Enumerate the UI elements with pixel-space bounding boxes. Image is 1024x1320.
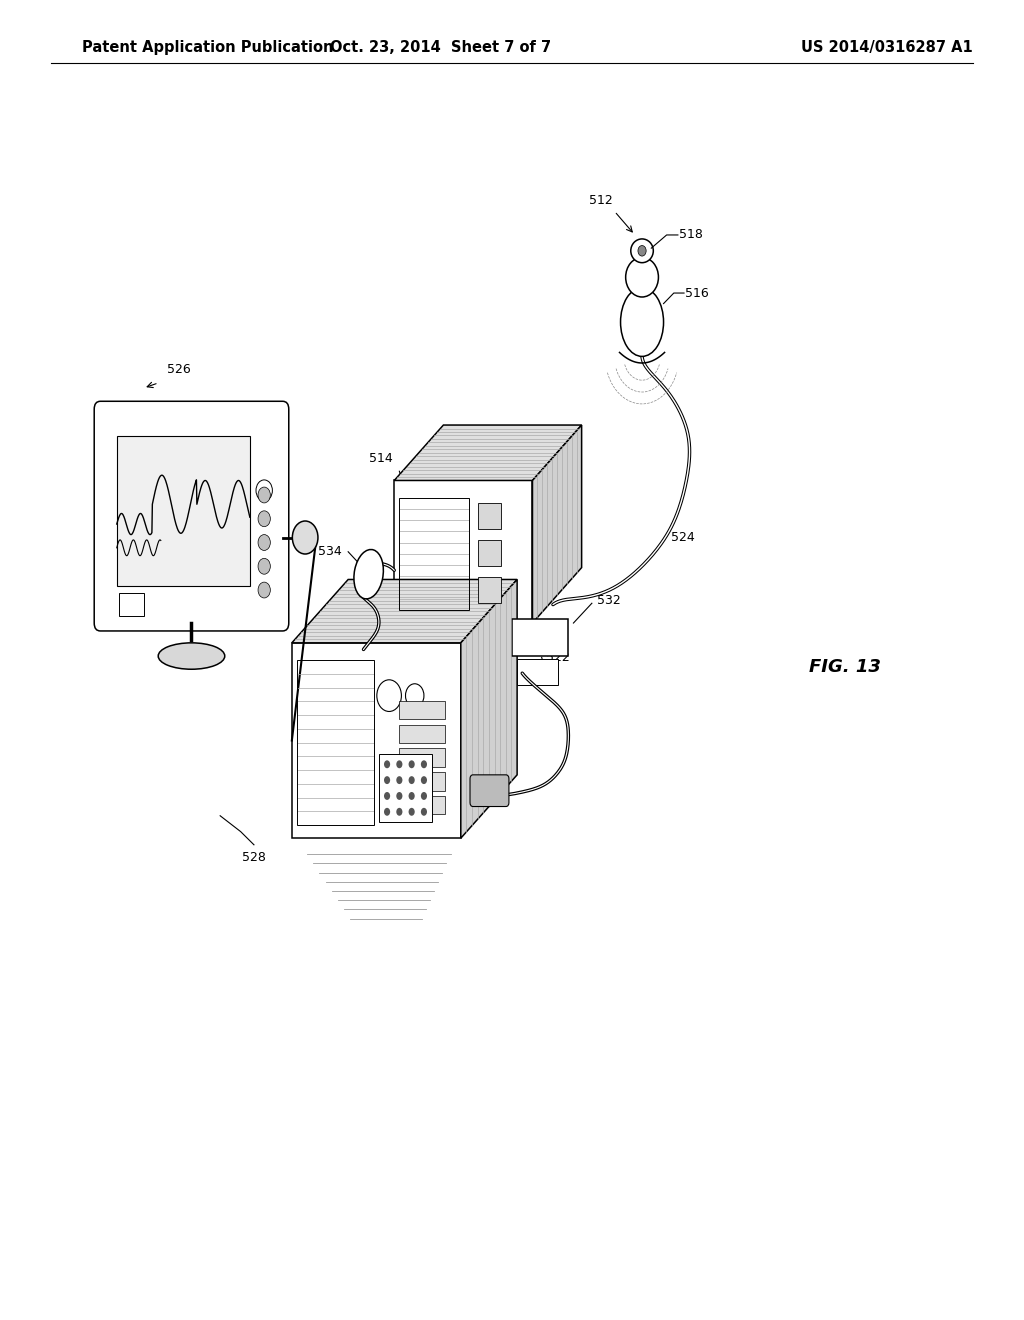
Bar <box>399 772 445 791</box>
Ellipse shape <box>626 257 658 297</box>
Circle shape <box>384 760 390 768</box>
Circle shape <box>258 487 270 503</box>
Circle shape <box>384 776 390 784</box>
Text: 520: 520 <box>543 630 566 643</box>
Ellipse shape <box>631 239 653 263</box>
Ellipse shape <box>158 643 225 669</box>
Text: 528: 528 <box>242 851 266 865</box>
Text: Oct. 23, 2014  Sheet 7 of 7: Oct. 23, 2014 Sheet 7 of 7 <box>330 40 551 55</box>
Polygon shape <box>512 619 568 656</box>
Circle shape <box>409 792 415 800</box>
Circle shape <box>377 680 401 711</box>
Circle shape <box>384 792 390 800</box>
Polygon shape <box>532 425 582 623</box>
Text: 522: 522 <box>546 651 569 664</box>
Text: 514: 514 <box>370 451 393 465</box>
Ellipse shape <box>293 521 318 554</box>
FancyBboxPatch shape <box>94 401 289 631</box>
Bar <box>478 577 501 603</box>
Text: 524: 524 <box>671 531 694 544</box>
Ellipse shape <box>354 549 383 599</box>
Bar <box>399 796 445 814</box>
Text: 532: 532 <box>597 594 621 607</box>
Bar <box>119 593 144 616</box>
Bar <box>399 748 445 767</box>
Circle shape <box>421 776 427 784</box>
Text: 534: 534 <box>318 545 342 558</box>
Circle shape <box>396 808 402 816</box>
Text: 516: 516 <box>685 286 709 300</box>
Text: 500: 500 <box>251 405 278 420</box>
Circle shape <box>396 792 402 800</box>
Bar <box>117 436 250 586</box>
Bar <box>478 540 501 566</box>
FancyBboxPatch shape <box>470 775 509 807</box>
Circle shape <box>396 776 402 784</box>
Circle shape <box>409 808 415 816</box>
Circle shape <box>421 792 427 800</box>
Text: US 2014/0316287 A1: US 2014/0316287 A1 <box>801 40 973 55</box>
Circle shape <box>258 558 270 574</box>
Bar <box>399 725 445 743</box>
Bar <box>399 498 469 610</box>
Circle shape <box>384 808 390 816</box>
Polygon shape <box>292 579 517 643</box>
Circle shape <box>258 582 270 598</box>
Text: FIG. 13: FIG. 13 <box>809 657 881 676</box>
Ellipse shape <box>621 288 664 356</box>
Circle shape <box>421 808 427 816</box>
Bar <box>478 503 501 529</box>
Circle shape <box>396 760 402 768</box>
Polygon shape <box>292 643 461 838</box>
Text: 526: 526 <box>167 363 190 376</box>
Bar <box>517 659 558 685</box>
Circle shape <box>258 535 270 550</box>
Circle shape <box>256 480 272 502</box>
Circle shape <box>409 760 415 768</box>
Text: 512: 512 <box>589 194 612 207</box>
Bar <box>379 754 432 822</box>
Polygon shape <box>394 425 582 480</box>
Bar <box>399 701 445 719</box>
Circle shape <box>421 760 427 768</box>
Circle shape <box>638 246 646 256</box>
Text: 518: 518 <box>679 228 702 242</box>
Circle shape <box>409 776 415 784</box>
Polygon shape <box>461 579 517 838</box>
Bar <box>297 660 374 825</box>
Circle shape <box>258 511 270 527</box>
Ellipse shape <box>406 684 424 708</box>
Polygon shape <box>394 480 532 623</box>
Text: Patent Application Publication: Patent Application Publication <box>82 40 334 55</box>
